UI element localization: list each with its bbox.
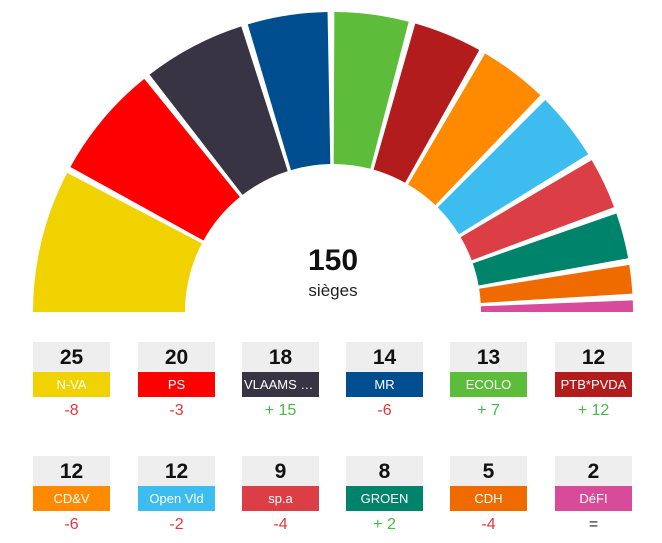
party-card: 12 PTB*PVDA + 12 xyxy=(555,342,632,421)
party-card: 12 CD&V -6 xyxy=(33,456,110,535)
party-seats: 13 xyxy=(450,342,527,372)
hemicycle-segment-sp-a xyxy=(460,160,615,261)
total-seats-label: sièges xyxy=(308,281,357,300)
party-seat-change: -6 xyxy=(377,402,392,419)
party-seat-change: = xyxy=(588,516,599,533)
hemicycle-segment-n-va xyxy=(33,172,202,312)
total-seats: 150 xyxy=(308,244,358,277)
party-card: 18 VLAAMS B… + 15 xyxy=(242,342,319,421)
party-card: 20 PS -3 xyxy=(138,342,215,421)
party-card: 8 GROEN + 2 xyxy=(346,456,423,535)
party-name: PTB*PVDA xyxy=(555,372,632,397)
party-card: 25 N-VA -8 xyxy=(33,342,110,421)
party-name: PS xyxy=(138,372,215,397)
party-seat-change: -2 xyxy=(169,516,184,533)
hemicycle-segment-d-fi xyxy=(480,300,633,312)
party-seats: 2 xyxy=(555,456,632,486)
party-seats: 14 xyxy=(346,342,423,372)
party-name: DéFI xyxy=(555,486,632,511)
party-seats: 12 xyxy=(33,456,110,486)
party-seat-change: + 15 xyxy=(264,402,297,419)
party-seats: 18 xyxy=(242,342,319,372)
party-name: GROEN xyxy=(346,486,423,511)
hemicycle-segment-vlaams-belang xyxy=(149,26,288,195)
party-seats: 8 xyxy=(346,456,423,486)
party-name: N-VA xyxy=(33,372,110,397)
party-name: ECOLO xyxy=(450,372,527,397)
party-seats: 25 xyxy=(33,342,110,372)
party-seat-change: + 7 xyxy=(477,402,500,419)
party-seat-change: -4 xyxy=(273,516,288,533)
hemicycle-segment-cd-v xyxy=(408,53,541,206)
hemicycle-segment-ecolo xyxy=(333,12,409,169)
party-card: 9 sp.a -4 xyxy=(242,456,319,535)
party-name: VLAAMS B… xyxy=(242,372,319,397)
party-name: sp.a xyxy=(242,486,319,511)
hemicycle-segment-ps xyxy=(70,78,240,241)
party-card: 12 Open Vld -2 xyxy=(138,456,215,535)
hemicycle-segment-cdh xyxy=(479,264,633,303)
party-seats: 5 xyxy=(450,456,527,486)
party-seat-change: -3 xyxy=(169,402,184,419)
party-seat-change: + 2 xyxy=(373,516,396,533)
party-seat-change: + 12 xyxy=(577,402,610,419)
party-name: MR xyxy=(346,372,423,397)
party-seats: 12 xyxy=(555,342,632,372)
party-seat-change: -6 xyxy=(64,516,79,533)
hemicycle-arcs xyxy=(33,12,633,312)
party-seats: 20 xyxy=(138,342,215,372)
hemicycle-segment-mr xyxy=(247,12,331,171)
party-name: Open Vld xyxy=(138,486,215,511)
party-seats: 12 xyxy=(138,456,215,486)
party-seats: 9 xyxy=(242,456,319,486)
party-name: CDH xyxy=(450,486,527,511)
party-card: 14 MR -6 xyxy=(346,342,423,421)
party-card: 13 ECOLO + 7 xyxy=(450,342,527,421)
party-card: 2 DéFI = xyxy=(555,456,632,535)
hemicycle-chart: 150 sièges xyxy=(33,12,633,312)
hemicycle-segment-ptb-pvda xyxy=(373,23,480,183)
party-card: 5 CDH -4 xyxy=(450,456,527,535)
party-seat-change: -4 xyxy=(481,516,496,533)
hemicycle-segment-groen xyxy=(472,213,629,286)
party-name: CD&V xyxy=(33,486,110,511)
party-seat-change: -8 xyxy=(64,402,79,419)
hemicycle-segment-open-vld xyxy=(437,99,589,235)
